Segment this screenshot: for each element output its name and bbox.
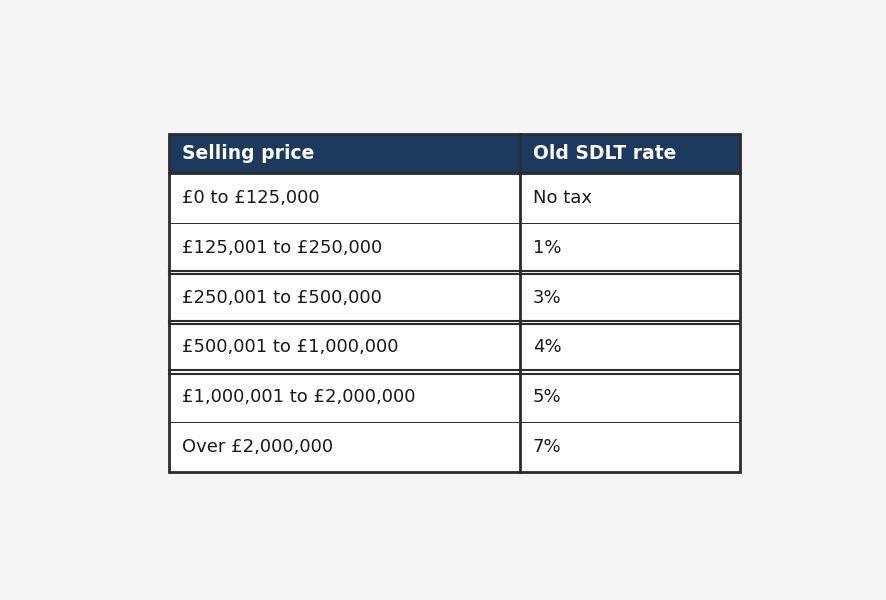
- Text: £250,001 to £500,000: £250,001 to £500,000: [182, 289, 381, 307]
- Text: Selling price: Selling price: [182, 144, 314, 163]
- Text: No tax: No tax: [532, 189, 591, 207]
- Text: 4%: 4%: [532, 338, 561, 356]
- Text: £0 to £125,000: £0 to £125,000: [182, 189, 319, 207]
- Text: £1,000,001 to £2,000,000: £1,000,001 to £2,000,000: [182, 388, 415, 406]
- Text: Over £2,000,000: Over £2,000,000: [182, 438, 332, 456]
- Text: 7%: 7%: [532, 438, 561, 456]
- Text: 5%: 5%: [532, 388, 561, 406]
- Text: £500,001 to £1,000,000: £500,001 to £1,000,000: [182, 338, 398, 356]
- Text: 3%: 3%: [532, 289, 561, 307]
- Bar: [169, 134, 739, 173]
- Text: Old SDLT rate: Old SDLT rate: [532, 144, 675, 163]
- Text: 1%: 1%: [532, 239, 561, 257]
- Text: £125,001 to £250,000: £125,001 to £250,000: [182, 239, 382, 257]
